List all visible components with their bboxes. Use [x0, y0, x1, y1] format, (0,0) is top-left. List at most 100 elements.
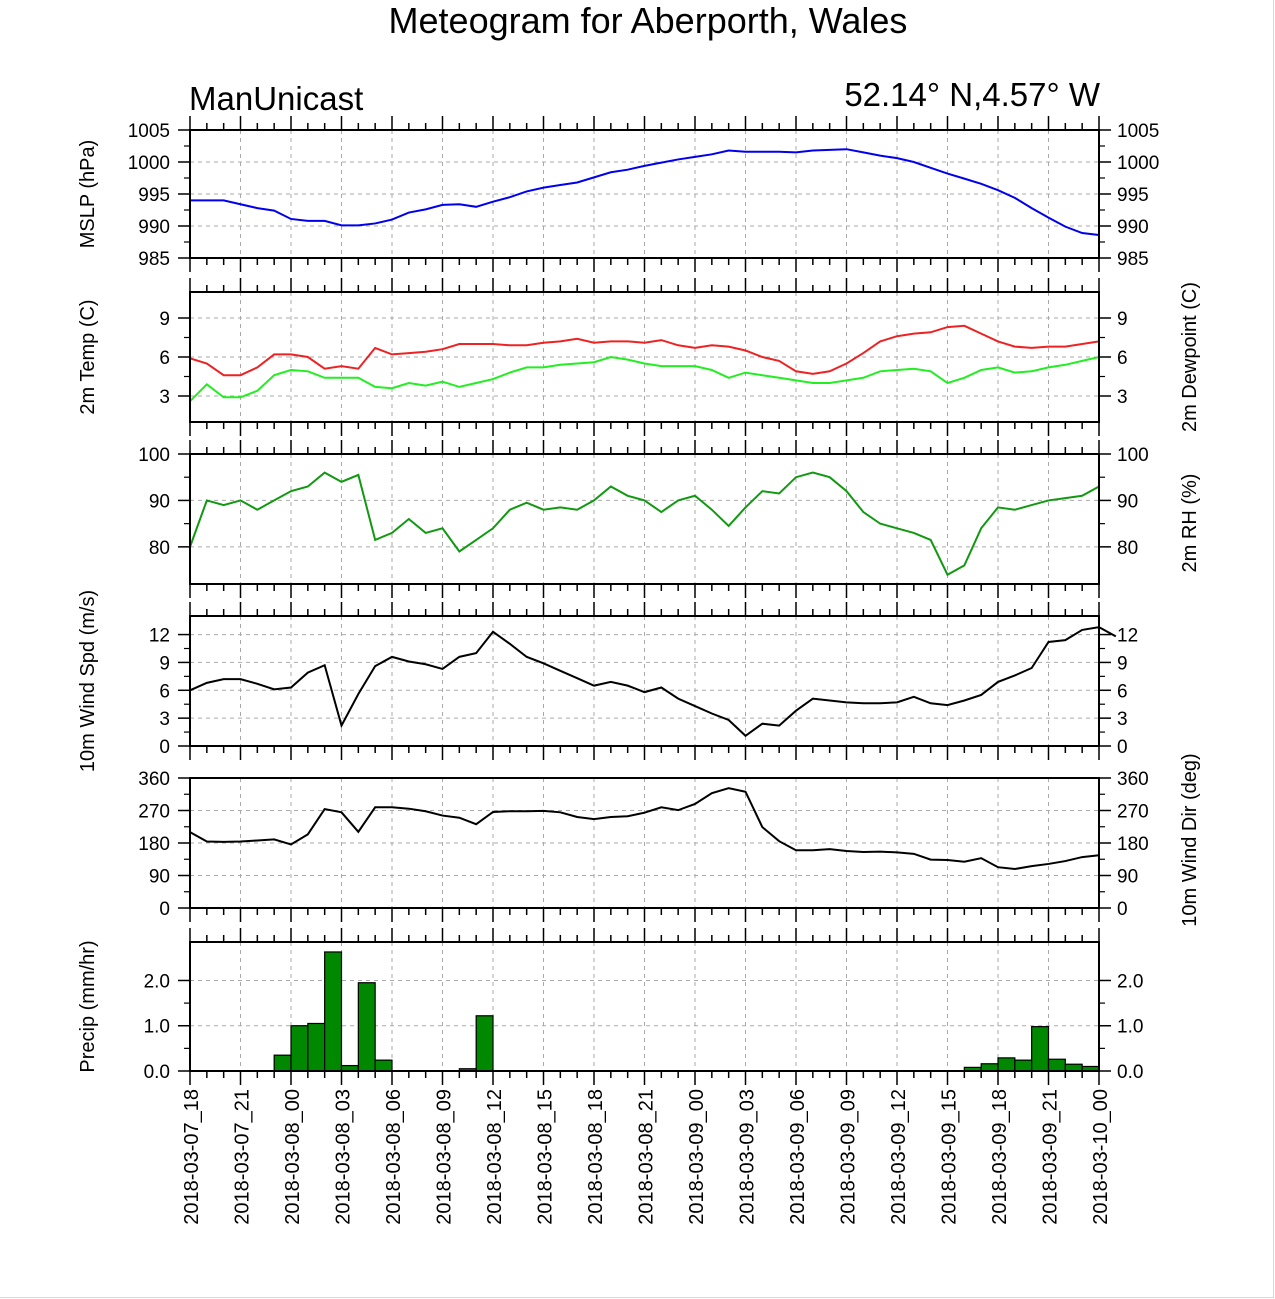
y-tick-label: 1005 — [128, 121, 170, 142]
y-tick-label-right: 9 — [1117, 309, 1128, 330]
y-tick-label-right: 1005 — [1117, 121, 1159, 142]
y-tick-label: 270 — [138, 802, 170, 823]
y-tick-label: 80 — [149, 538, 170, 559]
series-line-1-0 — [189, 324, 1100, 377]
y-tick-label-right: 100 — [1117, 445, 1149, 466]
precip-bar — [1047, 1058, 1066, 1072]
y-tick-label: 6 — [159, 348, 170, 369]
y-axis-label-right: 2m RH (%) — [1179, 474, 1201, 573]
y-tick-label-right: 0 — [1117, 899, 1128, 920]
panel-0: 985 985 990 990 995 995 1000 1000 1005 1005 MSLP (… — [77, 116, 1159, 272]
y-tick-label-right: 1000 — [1117, 153, 1159, 174]
model-label: ManUnicast — [189, 80, 364, 117]
y-tick-label-right: 6 — [1117, 681, 1128, 702]
precip-bar — [1014, 1059, 1033, 1072]
x-tick-label: 2018-03-09_15 — [939, 1089, 961, 1225]
y-tick-label: 985 — [138, 249, 170, 270]
precip-bar — [1064, 1063, 1083, 1072]
y-tick-label-right: 9 — [1117, 653, 1128, 674]
series-line-1-1 — [189, 355, 1100, 402]
precip-bar — [980, 1063, 999, 1072]
location-coordinates: 52.14° N,4.57° W — [844, 76, 1100, 113]
x-tick-label: 2018-03-09_21 — [1040, 1089, 1062, 1225]
y-tick-label: 990 — [138, 217, 170, 238]
precip-bar — [475, 1015, 494, 1072]
y-tick-label-right: 6 — [1117, 348, 1128, 369]
x-tick-label: 2018-03-09_18 — [989, 1089, 1011, 1225]
y-tick-label: 1000 — [128, 153, 170, 174]
y-tick-label: 995 — [138, 185, 170, 206]
x-tick-label: 2018-03-09_06 — [787, 1089, 809, 1225]
precip-bar — [997, 1057, 1016, 1072]
y-axis-label: 2m Temp (C) — [77, 299, 99, 414]
y-tick-label: 90 — [149, 491, 170, 512]
x-tick-label: 2018-03-08_06 — [383, 1089, 405, 1225]
y-axis-label-right: 2m Dewpoint (C) — [1179, 282, 1201, 432]
chart-title: Meteogram for Aberporth, Wales — [388, 0, 908, 41]
y-tick-label-right: 3 — [1117, 387, 1128, 408]
precip-bar — [374, 1059, 393, 1072]
x-tick-label: 2018-03-08_00 — [282, 1089, 304, 1225]
y-tick-label-right: 985 — [1117, 249, 1149, 270]
y-tick-label: 2.0 — [144, 971, 170, 992]
x-tick-label: 2018-03-10_00 — [1090, 1089, 1112, 1225]
y-tick-label-right: 180 — [1117, 834, 1149, 855]
precip-bar — [273, 1054, 292, 1072]
x-tick-label: 2018-03-07_18 — [181, 1089, 203, 1225]
y-axis-label: 10m Wind Spd (m/s) — [77, 590, 99, 772]
y-tick-label-right: 360 — [1117, 769, 1149, 790]
x-tick-label: 2018-03-08_15 — [535, 1089, 557, 1225]
y-tick-label-right: 2.0 — [1117, 971, 1143, 992]
panel-5: 0.0 0.0 1.0 1.0 2.0 2.0 Precip (mm/hr) — [77, 928, 1143, 1085]
x-tick-label: 2018-03-08_09 — [434, 1089, 456, 1225]
y-tick-label-right: 12 — [1117, 626, 1138, 647]
y-tick-label: 0 — [159, 899, 170, 920]
y-tick-label-right: 270 — [1117, 802, 1149, 823]
series-line-2-0 — [189, 471, 1100, 577]
y-tick-label: 90 — [149, 867, 170, 888]
x-tick-label: 2018-03-07_21 — [232, 1089, 254, 1225]
y-tick-label-right: 90 — [1117, 867, 1138, 888]
panel-4: 0 0 90 90 180 180 270 270 360 360 10m Wind Dir (de… — [138, 753, 1201, 926]
y-tick-label: 100 — [138, 445, 170, 466]
y-tick-label: 0 — [159, 737, 170, 758]
y-tick-label-right: 995 — [1117, 185, 1149, 206]
x-tick-label: 2018-03-08_18 — [585, 1089, 607, 1225]
panel-1: 3 3 6 6 9 9 2m Temp (C) 2m Dewpoint (C) — [77, 278, 1201, 436]
y-tick-label: 1.0 — [144, 1017, 170, 1038]
y-tick-label: 9 — [159, 653, 170, 674]
series-line-3-0 — [189, 626, 1117, 738]
y-tick-label: 360 — [138, 769, 170, 790]
precip-bar — [290, 1025, 309, 1072]
x-tick-label: 2018-03-09_03 — [737, 1089, 759, 1225]
y-axis-label: MSLP (hPa) — [77, 140, 99, 249]
y-tick-label: 180 — [138, 834, 170, 855]
precip-bar — [357, 982, 376, 1072]
y-tick-label: 3 — [159, 387, 170, 408]
y-axis-label: Precip (mm/hr) — [77, 940, 99, 1072]
y-tick-label-right: 80 — [1117, 538, 1138, 559]
y-tick-label-right: 0.0 — [1117, 1062, 1143, 1083]
precip-bar — [307, 1022, 326, 1072]
y-tick-label-right: 3 — [1117, 709, 1128, 730]
precip-bar — [324, 951, 343, 1072]
x-tick-label: 2018-03-08_21 — [636, 1089, 658, 1225]
y-tick-label: 9 — [159, 309, 170, 330]
y-axis-label-right: 10m Wind Dir (deg) — [1179, 753, 1201, 926]
x-tick-label: 2018-03-09_09 — [838, 1089, 860, 1225]
series-line-0-0 — [190, 148, 1100, 236]
x-tick-label: 2018-03-09_00 — [686, 1089, 708, 1225]
precip-bar — [1031, 1026, 1050, 1072]
y-tick-label-right: 990 — [1117, 217, 1149, 238]
y-tick-label: 3 — [159, 709, 170, 730]
y-tick-label-right: 0 — [1117, 737, 1128, 758]
x-tick-label: 2018-03-08_12 — [484, 1089, 506, 1225]
panel-2: 80 80 90 90 100 100 2m RH (%) — [138, 440, 1201, 598]
y-tick-label: 12 — [149, 626, 170, 647]
y-tick-label-right: 1.0 — [1117, 1017, 1143, 1038]
x-tick-label: 2018-03-09_12 — [888, 1089, 910, 1225]
y-tick-label: 6 — [159, 681, 170, 702]
series-line-4-0 — [189, 787, 1100, 871]
